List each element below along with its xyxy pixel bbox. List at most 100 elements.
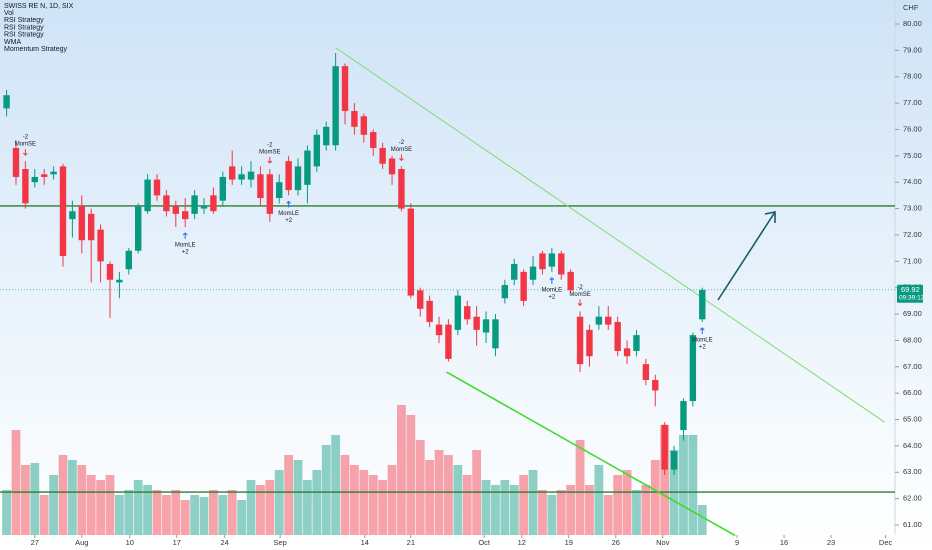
candle-body [426,300,433,322]
volume-bar [246,480,256,535]
signal-arrow [267,157,273,164]
x-tick-label: Dec [879,538,893,547]
signal-label: MomLE [542,287,563,293]
candle-body [313,134,321,167]
y-tick-label: 79.00 [903,45,922,54]
y-tick-label: 62.00 [903,494,922,503]
signal-qty: +2 [285,218,293,224]
candle-body [12,147,20,177]
candle-body [567,271,574,291]
x-tick-label: 23 [827,538,835,547]
candle-body [370,132,377,148]
volume-bar [331,435,341,535]
volume-bar [2,490,11,535]
arrow [717,211,776,301]
candle-body [558,253,565,275]
candle-body [501,285,509,299]
last-price-box [897,284,923,303]
volume-bar [368,475,378,535]
volume-bar [312,470,322,535]
y-tick-label: 78.00 [903,72,922,81]
candle-body [304,150,311,185]
candle-body [153,179,161,196]
signal-qty: -2 [577,285,583,291]
candle-body [473,316,480,330]
y-tick-label: 72.00 [903,230,922,239]
x-tick-label: 26 [612,538,620,547]
x-tick-label: Nov [656,538,670,547]
y-tick-label: 68.00 [903,335,922,344]
candle-body [266,174,274,214]
candle-body [595,316,603,325]
volume-bar [359,470,369,535]
signal-qty: -2 [23,135,29,141]
signal-label: MomSE [391,147,412,153]
y-tick-label: 65.00 [903,415,922,424]
x-tick-label: 24 [221,538,229,547]
candle-body [482,319,490,333]
candle-body [435,324,443,336]
x-tick-label: 10 [126,538,134,547]
candle-body [182,211,189,220]
volume-bar [697,505,707,535]
volume-bar [77,465,87,535]
x-tick-label: 14 [361,538,369,547]
volume-bar [575,440,585,535]
signal-qty: +2 [182,250,190,256]
x-tick-label: 12 [518,538,526,547]
volume-bar [30,463,40,535]
signal-qty: -2 [267,143,273,149]
volume-bar [650,460,660,535]
y-tick-label: 66.00 [903,388,922,397]
candle-body [285,161,292,191]
volume-bar [293,460,303,535]
x-tick-label: 9 [735,538,739,547]
volume-bar [209,490,218,535]
candle-body [144,179,151,212]
volume-bar [20,465,30,535]
volume-bar [86,475,96,535]
candle-body [332,66,339,146]
signal-label: MomSE [259,150,280,156]
volume-bar [397,405,406,535]
candle-body [642,364,650,380]
candle-body [163,195,170,212]
y-tick-label: 73.00 [903,204,922,213]
candle-body [106,263,114,280]
signal-arrow [286,200,291,208]
last-time-label: 09:39:13 [899,295,925,302]
volume-bar [585,485,594,535]
y-tick-label: 76.00 [903,124,922,133]
candle-body [200,205,208,209]
legend-entry: Momentum Strategy [4,46,68,53]
volume-bar [237,500,247,535]
signal-label: MomSE [569,292,590,298]
candle-body [492,319,499,349]
volume-bar [340,455,350,535]
currency: CHF [903,3,919,12]
candle-body [689,335,697,402]
volume-bar [547,495,557,535]
volume-bar [415,440,425,535]
volume-bar [425,460,435,535]
candle-body [323,126,330,146]
volume-bar [321,445,331,535]
x-tick-label: Aug [75,538,88,547]
candle-body [257,174,264,199]
volume-bar [538,490,547,535]
volume-bar [556,490,566,535]
volume-bar [406,415,416,535]
candle-body [454,295,462,330]
signal-qty: +2 [699,345,707,351]
candle-body [116,279,123,283]
volume-bar [566,485,576,535]
y-tick-label: 80.00 [903,19,922,28]
volume-bar [444,455,453,535]
candle-body [40,174,48,177]
signal-label: MomLE [692,338,713,344]
candle-body [586,329,593,357]
candle-body [529,266,537,280]
signal-qty: +2 [548,294,556,300]
y-tick-label: 77.00 [903,98,922,107]
